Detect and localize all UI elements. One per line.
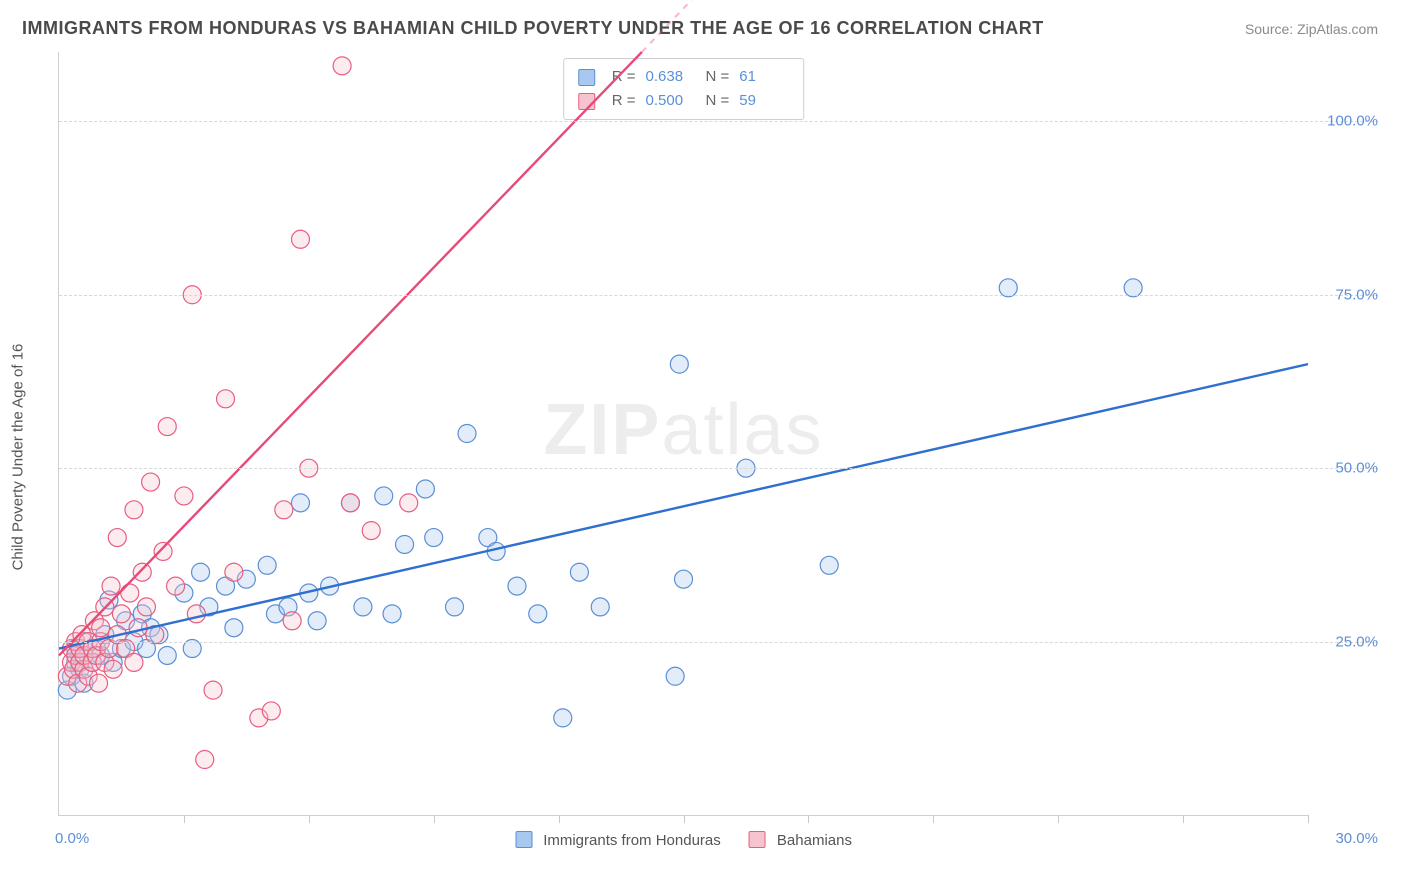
x-tick — [1183, 815, 1184, 823]
data-point — [158, 646, 176, 664]
data-point — [175, 487, 193, 505]
plot-region: ZIPatlas R = 0.638 N = 61 R = 0.500 N = … — [58, 52, 1308, 816]
bottom-legend-item-0: Immigrants from Honduras — [515, 831, 721, 849]
data-point — [167, 577, 185, 595]
gridline — [59, 642, 1378, 643]
data-point — [102, 577, 120, 595]
source-attribution: Source: ZipAtlas.com — [1245, 21, 1378, 37]
plot-svg — [59, 52, 1308, 815]
data-point — [820, 556, 838, 574]
data-point — [137, 598, 155, 616]
trend-line — [59, 52, 642, 655]
data-point — [154, 542, 172, 560]
data-point — [133, 563, 151, 581]
data-point — [283, 612, 301, 630]
data-point — [375, 487, 393, 505]
x-tick — [933, 815, 934, 823]
data-point — [333, 57, 351, 75]
data-point — [383, 605, 401, 623]
data-point — [225, 619, 243, 637]
data-point — [108, 529, 126, 547]
bottom-legend-swatch-1 — [749, 831, 766, 848]
data-point — [129, 619, 147, 637]
data-point — [125, 653, 143, 671]
x-axis-min-label: 0.0% — [55, 830, 89, 847]
bottom-legend-swatch-0 — [515, 831, 532, 848]
data-point — [291, 230, 309, 248]
data-point — [291, 494, 309, 512]
y-tick-label: 50.0% — [1327, 460, 1378, 477]
data-point — [258, 556, 276, 574]
data-point — [354, 598, 372, 616]
chart-title: IMMIGRANTS FROM HONDURAS VS BAHAMIAN CHI… — [22, 18, 1044, 39]
data-point — [204, 681, 222, 699]
y-axis-label: Child Poverty Under the Age of 16 — [10, 344, 27, 571]
data-point — [225, 563, 243, 581]
data-point — [458, 425, 476, 443]
data-point — [666, 667, 684, 685]
y-tick-label: 75.0% — [1327, 286, 1378, 303]
data-point — [554, 709, 572, 727]
data-point — [275, 501, 293, 519]
x-tick — [309, 815, 310, 823]
chart-area: Child Poverty Under the Age of 16 ZIPatl… — [22, 52, 1378, 862]
y-tick-label: 100.0% — [1319, 113, 1378, 130]
bottom-legend: Immigrants from Honduras Bahamians — [515, 831, 852, 849]
x-tick — [559, 815, 560, 823]
data-point — [591, 598, 609, 616]
data-point — [400, 494, 418, 512]
data-point — [570, 563, 588, 581]
gridline — [59, 468, 1378, 469]
data-point — [192, 563, 210, 581]
x-tick — [684, 815, 685, 823]
data-point — [196, 751, 214, 769]
data-point — [446, 598, 464, 616]
x-tick — [434, 815, 435, 823]
data-point — [112, 605, 130, 623]
data-point — [425, 529, 443, 547]
gridline — [59, 295, 1378, 296]
x-tick — [184, 815, 185, 823]
data-point — [121, 584, 139, 602]
gridline — [59, 121, 1378, 122]
data-point — [125, 501, 143, 519]
data-point — [187, 605, 205, 623]
data-point — [675, 570, 693, 588]
trend-line — [59, 364, 1308, 648]
chart-header: IMMIGRANTS FROM HONDURAS VS BAHAMIAN CHI… — [0, 0, 1406, 49]
data-point — [104, 660, 122, 678]
data-point — [308, 612, 326, 630]
data-point — [362, 522, 380, 540]
data-point — [396, 535, 414, 553]
bottom-legend-label-0: Immigrants from Honduras — [543, 832, 721, 849]
x-axis-max-label: 30.0% — [1335, 830, 1378, 847]
data-point — [158, 418, 176, 436]
data-point — [416, 480, 434, 498]
data-point — [142, 473, 160, 491]
data-point — [670, 355, 688, 373]
data-point — [262, 702, 280, 720]
bottom-legend-item-1: Bahamians — [749, 831, 852, 849]
data-point — [92, 619, 110, 637]
data-point — [90, 674, 108, 692]
x-tick — [1308, 815, 1309, 823]
data-point — [529, 605, 547, 623]
x-tick — [1058, 815, 1059, 823]
data-point — [341, 494, 359, 512]
x-tick — [808, 815, 809, 823]
data-point — [508, 577, 526, 595]
bottom-legend-label-1: Bahamians — [777, 832, 852, 849]
y-tick-label: 25.0% — [1327, 633, 1378, 650]
data-point — [217, 390, 235, 408]
